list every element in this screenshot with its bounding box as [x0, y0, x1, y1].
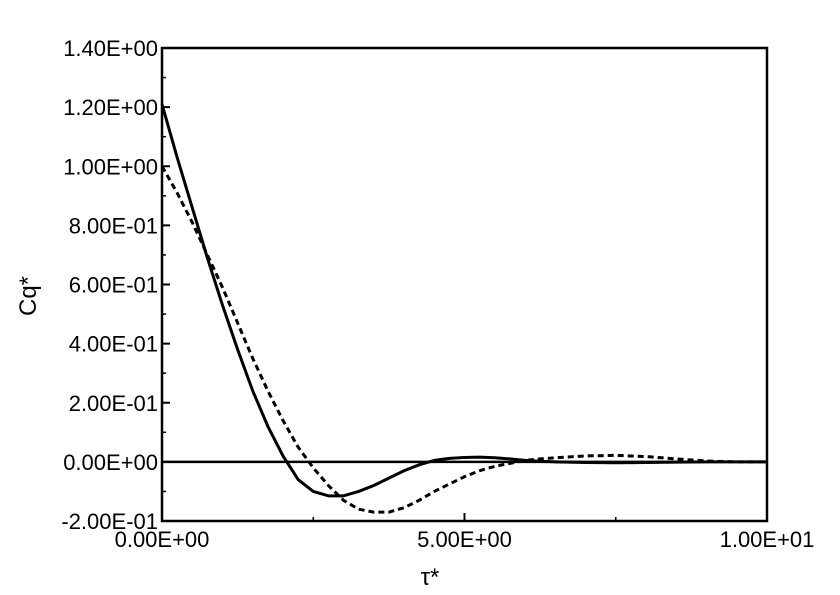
y-tick-label: 8.00E-01: [69, 213, 158, 238]
y-axis-label: Cq*: [15, 276, 42, 316]
y-tick-label: -2.00E-01: [61, 509, 158, 534]
x-tick-label: 0.00E+00: [115, 527, 210, 552]
y-tick-label: 1.20E+00: [63, 95, 158, 120]
y-tick-label: 4.00E-01: [69, 332, 158, 357]
labels-layer: τ* Cq*: [15, 276, 439, 591]
x-axis-label: τ*: [421, 564, 440, 591]
series-line-2: [160, 165, 767, 514]
y-tick-label: 6.00E-01: [69, 273, 158, 298]
y-tick-label: 0.00E+00: [63, 450, 158, 475]
y-tick-label: 1.40E+00: [63, 36, 158, 61]
x-tick-label: 5.00E+00: [417, 527, 512, 552]
x-tick-label: 1.00E+01: [720, 527, 815, 552]
y-tick-label: 2.00E-01: [69, 391, 158, 416]
axes-layer: [160, 46, 769, 523]
series-layer: [160, 103, 767, 514]
ticks-layer: 1.40E+00 1.20E+00 1.00E+00 8.00E-01 6.00E-01…: [61, 36, 814, 552]
y-tick-label: 1.00E+00: [63, 154, 158, 179]
plot-frame: [160, 46, 769, 523]
series-line-1: [160, 103, 767, 498]
